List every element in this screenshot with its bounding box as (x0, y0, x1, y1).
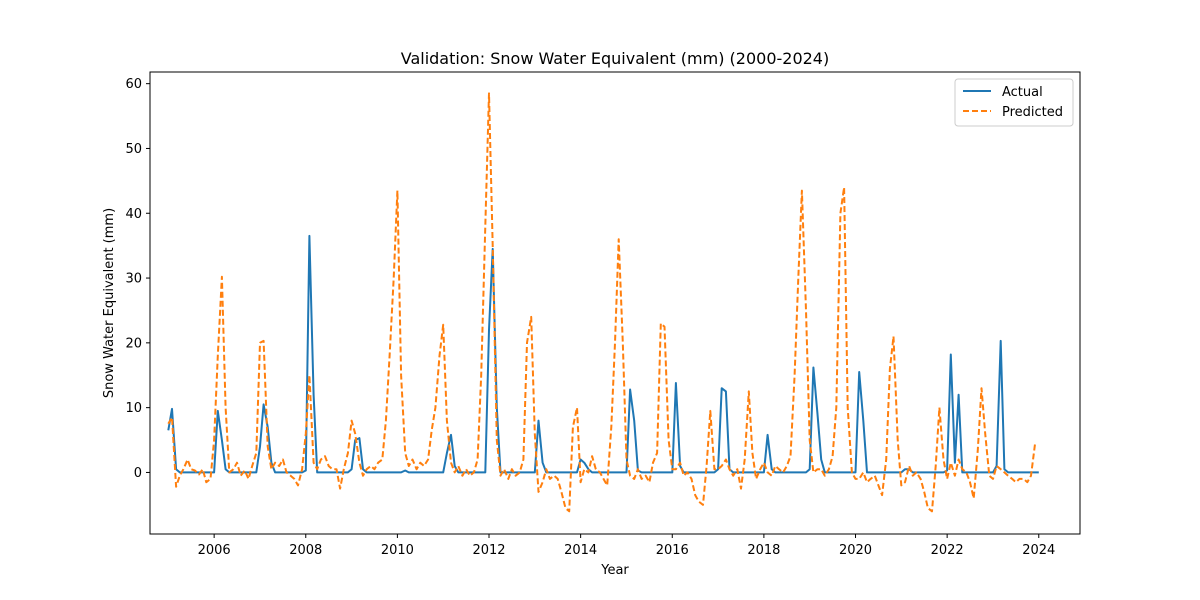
x-tick-label: 2024 (1022, 543, 1055, 558)
y-tick-label: 20 (125, 336, 142, 351)
y-tick-label: 60 (125, 77, 142, 92)
plot-area (167, 92, 1039, 513)
y-tick-label: 30 (125, 272, 142, 287)
legend-label-actual: Actual (1002, 85, 1043, 100)
plot-frame (149, 71, 1081, 535)
y-tick-label: 10 (125, 401, 142, 416)
series-line-predicted (167, 92, 1037, 513)
x-tick-label: 2008 (289, 543, 322, 558)
y-tick-label: 0 (134, 466, 142, 481)
y-axis-label: Snow Water Equivalent (mm) (102, 208, 117, 398)
y-tick-label: 50 (125, 142, 142, 157)
x-axis: 2006 2008 2010 2012 2014 2016 2018 2020 2022 2024 (198, 534, 1055, 558)
x-tick-label: 2018 (747, 543, 780, 558)
x-tick-label: 2020 (839, 543, 872, 558)
x-tick-label: 2012 (472, 543, 505, 558)
x-tick-label: 2014 (564, 543, 597, 558)
y-tick-label: 40 (125, 207, 142, 222)
x-tick-label: 2016 (656, 543, 689, 558)
legend-label-predicted: Predicted (1002, 105, 1063, 120)
chart-title: Validation: Snow Water Equivalent (mm) (… (401, 49, 829, 68)
x-tick-label: 2006 (198, 543, 231, 558)
y-axis: 0 10 20 30 40 50 60 (125, 77, 150, 481)
legend: Actual Predicted (954, 78, 1074, 127)
x-tick-label: 2022 (931, 543, 964, 558)
x-axis-label: Year (600, 563, 629, 578)
x-tick-label: 2010 (381, 543, 414, 558)
